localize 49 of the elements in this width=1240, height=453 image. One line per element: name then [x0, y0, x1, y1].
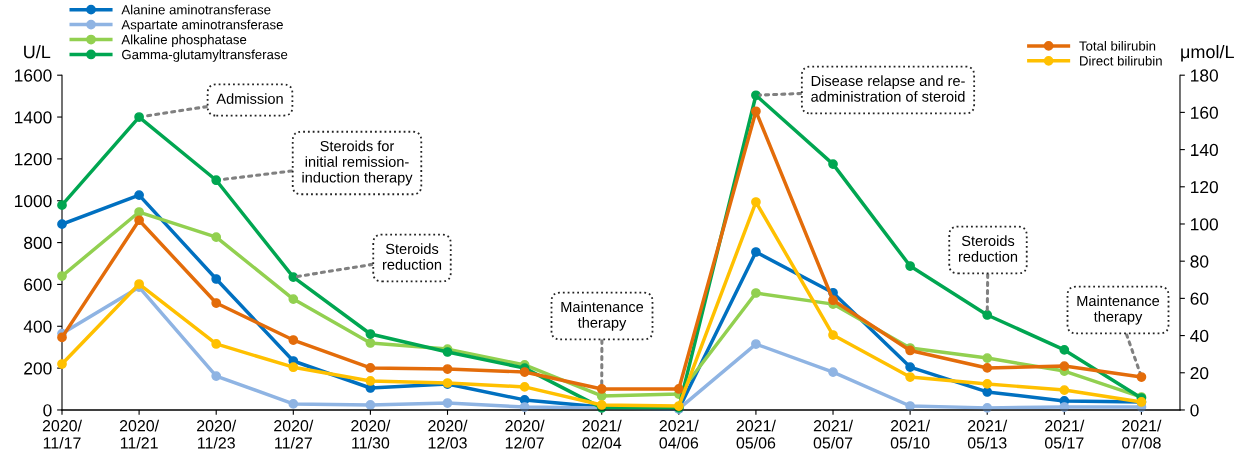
- legend-label: Direct bilirubin: [1080, 55, 1162, 66]
- y2-tick-label: 80: [1190, 255, 1209, 268]
- x-tick-label: 2021/ 07/08: [1122, 419, 1162, 449]
- annotation: Admission: [216, 93, 283, 104]
- y-tick-label: 800: [24, 236, 52, 250]
- y2-axis-title: μmol/L: [1181, 44, 1234, 62]
- x-tick-label: 2021/ 05/06: [736, 419, 776, 449]
- y2-tick-label: 120: [1191, 180, 1218, 194]
- y2-tick-label: 160: [1191, 106, 1218, 119]
- x-tick-label: 2020/ 11/30: [351, 419, 391, 449]
- y-tick-label: 400: [23, 320, 52, 333]
- legend-label: Alkaline phosphatase: [121, 34, 247, 47]
- y-tick-label: 1400: [14, 111, 52, 124]
- x-tick-label: 2021/ 05/07: [813, 419, 854, 449]
- x-tick-label: 2020/ 12/03: [428, 419, 468, 449]
- x-tick-label: 2021/ 04/06: [659, 419, 699, 449]
- annotation: Maintenance therapy: [1077, 295, 1160, 325]
- y2-tick-label: 100: [1191, 218, 1218, 231]
- x-tick-label: 2020/ 11/27: [274, 419, 314, 449]
- y-axis-title: U/L: [24, 44, 51, 59]
- y2-tick-label: 140: [1191, 143, 1218, 157]
- y-tick-label: 1600: [14, 69, 52, 82]
- x-tick-label: 2021/ 05/10: [890, 419, 931, 449]
- x-tick-label: 2020/ 11/23: [197, 419, 237, 449]
- y2-tick-label: 40: [1190, 329, 1209, 343]
- legend-label: Total bilirubin: [1079, 40, 1156, 51]
- y-tick-label: 200: [24, 362, 52, 375]
- legend-label: Aspartate aminotransferase: [121, 19, 283, 32]
- y-tick-label: 600: [24, 278, 52, 291]
- annotation: Steroids reduction: [958, 235, 1018, 262]
- annotation: Steroids reduction: [382, 243, 442, 270]
- x-tick-label: 2021/ 05/17: [1044, 419, 1085, 449]
- x-tick-label: 2020/ 11/17: [42, 419, 82, 449]
- x-tick-label: 2020/ 12/07: [505, 419, 545, 449]
- annotation: Steroids for initial remission- induction therapy: [302, 140, 413, 186]
- x-tick-label: 2021/ 02/04: [582, 419, 622, 449]
- annotation: Disease relapse and re- administration of steroid: [811, 75, 965, 102]
- x-tick-label: 2020/ 11/21: [119, 419, 160, 449]
- y2-tick-label: 180: [1191, 69, 1218, 82]
- legend-label: Gamma-glutamyltransferase: [122, 49, 288, 62]
- y-tick-label: 0: [43, 404, 52, 417]
- legend-label: Alanine aminotransferase: [121, 4, 271, 15]
- y-tick-label: 1200: [14, 153, 52, 166]
- y2-tick-label: 0: [1190, 404, 1199, 417]
- x-tick-label: 2021/ 05/13: [967, 419, 1008, 449]
- y2-tick-label: 60: [1190, 292, 1209, 305]
- annotation: Maintenance therapy: [561, 301, 644, 331]
- y2-tick-label: 20: [1190, 366, 1209, 380]
- y-tick-label: 1000: [14, 194, 52, 208]
